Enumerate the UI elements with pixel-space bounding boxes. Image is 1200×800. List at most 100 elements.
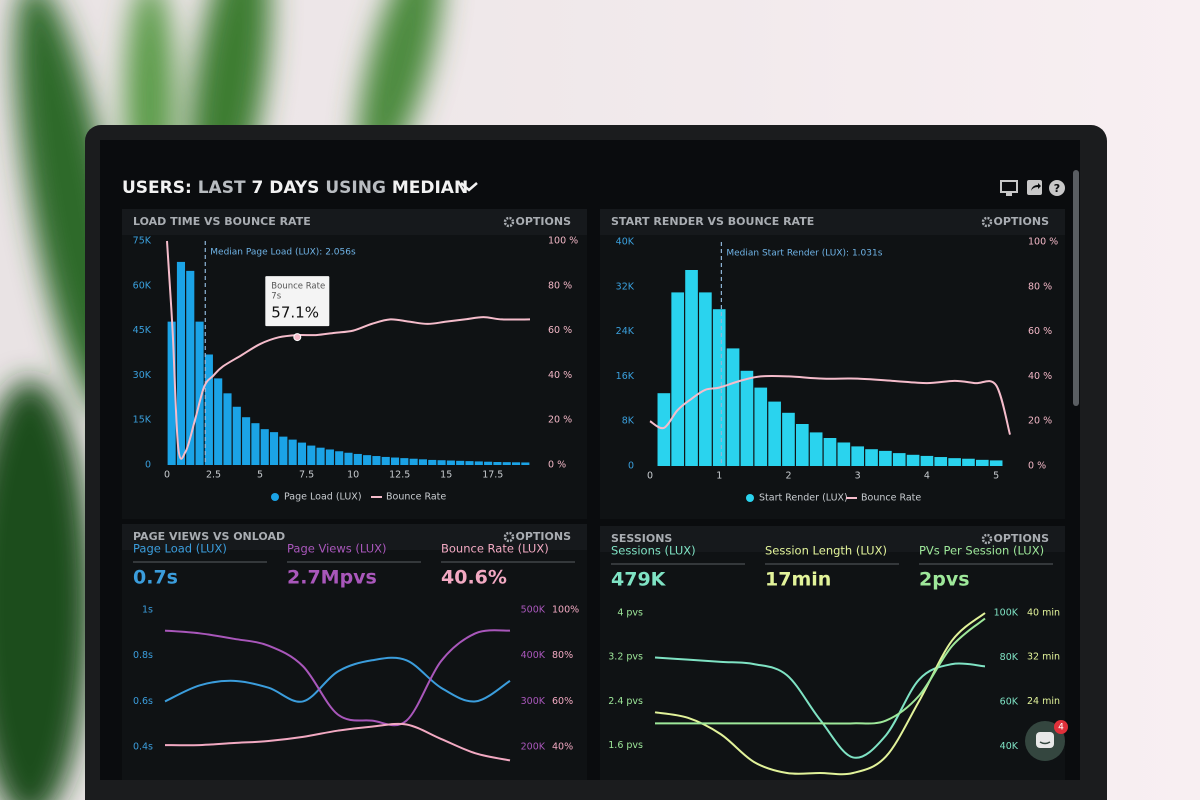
histogram-bar [381,456,390,465]
y-tick-label: 32 min [1027,652,1060,663]
y-tick-label: 400K [521,650,546,661]
histogram-bar [400,458,409,465]
legend-label: Page Load (LUX) [284,492,362,503]
y-tick-label: 80 % [548,280,572,291]
monitor-icon[interactable] [1000,180,1018,196]
histogram-bar [344,452,353,465]
options-gear[interactable] [981,533,993,545]
y-tick-label: 40 % [548,370,572,381]
histogram-bar [418,459,428,465]
x-tick-label: 5 [257,470,263,481]
y-tick-label: 300K [521,696,546,707]
histogram-bar [879,450,892,466]
kpi-label: Sessions (LUX) [611,544,696,558]
histogram-bar [685,270,698,466]
y-tick-label: 40% [552,742,573,753]
title-part: USING [325,178,386,198]
x-tick-label: 0 [647,471,653,482]
histogram-bar [493,462,502,465]
dropdown-chevron[interactable] [460,182,478,192]
y-tick-label: 1.6 pvs [608,740,643,751]
histogram-bar [409,458,418,465]
histogram-bar [446,460,455,465]
options-gear[interactable] [503,531,515,543]
y-tick-label: 0 % [1028,461,1046,472]
histogram-bar [260,429,269,465]
options-button[interactable]: OPTIONS [994,215,1050,228]
histogram-bar [242,417,251,465]
y-tick-label: 1s [142,605,153,616]
y-tick-label: 20 % [548,415,572,426]
legend-swatch [746,494,754,502]
tooltip-x: 7s [271,292,281,302]
histogram-bar [782,412,795,466]
median-label: Median Page Load (LUX): 2.056s [210,248,356,258]
y-tick-label: 15K [133,415,152,426]
median-label: Median Start Render (LUX): 1.031s [726,249,882,259]
kpi-label: PVs Per Session (LUX) [919,544,1044,558]
charts: LOAD TIME VS BOUNCE RATE OPTIONS015K30K45… [122,209,1065,780]
y-tick-label: 0 % [548,460,566,471]
x-tick-label: 4 [924,471,930,482]
y-tick-label: 60% [552,696,573,707]
histogram-bar [474,461,483,465]
y-tick-label: 60 % [548,325,572,336]
kpi-value: 479K [611,569,667,591]
share-icon[interactable] [1027,180,1042,195]
options-button[interactable]: OPTIONS [516,215,572,228]
kpi-value: 17min [765,569,831,591]
y-tick-label: 0 [628,461,634,472]
kpi-value: 2pvs [919,569,970,591]
y-tick-label: 40K [616,237,635,248]
options-gear[interactable] [503,216,515,228]
y-tick-label: 24K [616,326,635,337]
dashboard-title: USERS: LAST 7 DAYS USING MEDIAN [122,178,468,198]
y-tick-label: 80 % [1028,281,1052,292]
histogram-bar [740,370,754,466]
histogram-bar [699,292,712,466]
series-line [166,240,531,460]
options-gear[interactable] [981,216,993,228]
x-tick-label: 10 [347,470,359,481]
panel-title: START RENDER VS BOUNCE RATE [611,215,814,228]
title-part: MEDIAN [392,178,468,198]
legend-swatch [271,493,279,501]
options-button[interactable]: OPTIONS [994,532,1050,545]
series-line [654,656,986,759]
histogram-bar [390,457,400,465]
histogram-bar [502,462,511,465]
histogram-bar [865,449,878,466]
y-tick-label: 40 min [1027,608,1060,619]
y-tick-label: 0.8s [133,650,153,661]
help-icon-glyph[interactable]: ? [1054,182,1060,195]
tooltip-value: 57.1% [271,304,319,322]
legend-label: Start Render (LUX) [759,493,848,504]
help-icon[interactable] [1049,180,1065,196]
histogram-bar [363,455,372,465]
x-tick-label: 7.5 [299,470,314,481]
y-tick-label: 100 % [548,236,578,247]
histogram-bar [465,461,474,465]
histogram-bar [186,270,195,465]
histogram-bar [325,449,334,465]
options-button[interactable]: OPTIONS [516,530,572,543]
panel-title: SESSIONS [611,532,672,545]
histogram-bar [989,460,1003,466]
y-tick-label: 500K [521,605,546,616]
kpi-label: Page Views (LUX) [287,542,387,556]
y-tick-label: 16K [616,371,635,382]
histogram-bar [962,458,975,466]
histogram-bar [851,446,865,466]
histogram-bar [768,401,781,466]
series-line [649,374,1011,435]
x-tick-label: 15 [440,470,452,481]
y-tick-label: 100% [552,605,579,616]
chat-widget[interactable]: 4 [1025,720,1068,761]
y-tick-label: 40K [1000,741,1019,752]
histogram-bar [892,453,906,466]
histogram-bar [906,454,920,466]
y-tick-label: 100K [994,608,1019,619]
series-line [164,722,511,762]
scrollbar[interactable] [1073,170,1079,406]
